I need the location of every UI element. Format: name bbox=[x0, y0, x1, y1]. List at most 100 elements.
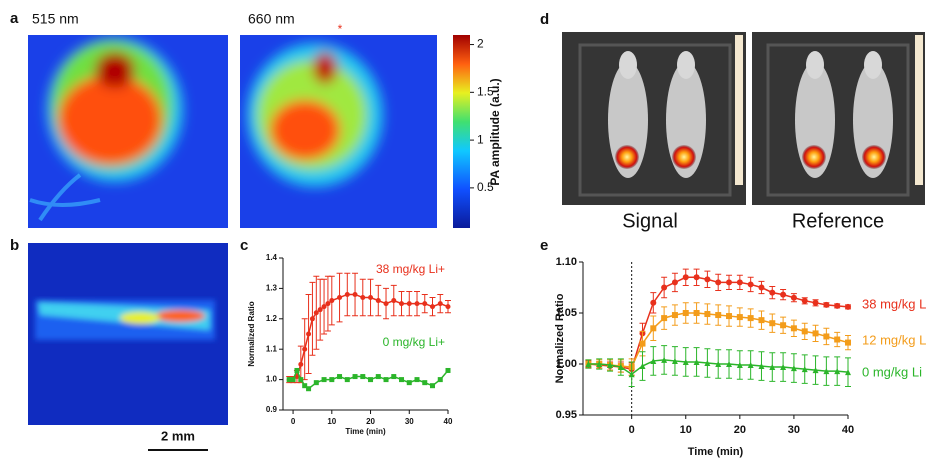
y-axis-label: Normalized Ratio bbox=[554, 293, 566, 383]
y-tick-label: 1.0 bbox=[266, 375, 278, 384]
data-point bbox=[715, 279, 722, 286]
data-point bbox=[430, 304, 436, 310]
x-tick-label: 40 bbox=[842, 424, 854, 436]
data-point bbox=[445, 367, 451, 373]
data-point bbox=[845, 369, 851, 376]
data-point bbox=[639, 340, 646, 347]
data-point bbox=[671, 279, 678, 286]
data-point bbox=[360, 374, 366, 380]
data-point bbox=[325, 301, 331, 307]
data-point bbox=[682, 310, 689, 316]
data-point bbox=[801, 366, 808, 373]
colorbar bbox=[453, 35, 470, 228]
data-point bbox=[298, 377, 304, 383]
data-point bbox=[693, 274, 700, 281]
image-caption: Signal bbox=[622, 210, 678, 232]
colorbar-tick-label: 0.5 bbox=[477, 180, 494, 194]
colorbar-tick-label: 1.5 bbox=[477, 84, 494, 98]
data-point bbox=[650, 357, 657, 364]
x-tick-label: 20 bbox=[366, 417, 375, 426]
data-point bbox=[747, 281, 754, 288]
y-tick-label: 1.1 bbox=[266, 344, 278, 353]
data-point bbox=[329, 298, 335, 304]
data-point bbox=[715, 361, 722, 367]
data-point bbox=[391, 298, 397, 304]
data-point bbox=[352, 374, 358, 380]
data-point bbox=[769, 320, 776, 327]
data-point bbox=[726, 361, 733, 367]
data-point bbox=[375, 374, 381, 380]
data-point bbox=[306, 386, 312, 392]
colorbar-tick-label: 2 bbox=[477, 37, 484, 51]
data-point bbox=[671, 312, 678, 319]
data-point bbox=[769, 289, 776, 296]
data-point bbox=[758, 284, 765, 291]
series-label: 38 mg/kg Li+ bbox=[376, 262, 445, 276]
y-tick-label: 1.4 bbox=[266, 253, 278, 262]
data-point bbox=[422, 380, 428, 386]
colorbar-tick-label: 1 bbox=[477, 132, 484, 146]
data-point bbox=[306, 331, 312, 337]
data-point bbox=[298, 361, 304, 367]
heatmap-515 bbox=[28, 35, 228, 228]
data-point bbox=[736, 279, 743, 286]
x-tick-label: 10 bbox=[680, 424, 692, 436]
x-tick-label: 30 bbox=[788, 424, 800, 436]
data-point bbox=[736, 314, 743, 321]
data-point bbox=[650, 325, 657, 332]
data-point bbox=[747, 315, 754, 322]
data-point bbox=[317, 307, 323, 313]
panel-label: d bbox=[540, 11, 549, 28]
data-point bbox=[693, 358, 700, 365]
data-point bbox=[607, 362, 614, 369]
data-point bbox=[406, 301, 412, 307]
data-point bbox=[726, 279, 733, 286]
data-point bbox=[628, 371, 635, 378]
y-tick-label: 1.10 bbox=[556, 256, 577, 268]
data-point bbox=[671, 357, 678, 364]
data-point bbox=[834, 368, 841, 375]
mouse-image-reference bbox=[752, 32, 925, 205]
y-tick-label: 1.05 bbox=[556, 307, 577, 319]
data-point bbox=[790, 325, 797, 332]
data-point bbox=[337, 374, 343, 380]
data-point bbox=[352, 291, 358, 297]
data-point bbox=[682, 358, 689, 365]
data-point bbox=[286, 377, 292, 383]
data-point bbox=[726, 313, 733, 320]
data-point bbox=[383, 377, 389, 383]
data-point bbox=[313, 310, 319, 316]
data-point bbox=[758, 363, 765, 370]
data-point bbox=[661, 315, 668, 322]
data-point bbox=[823, 333, 830, 340]
data-point bbox=[845, 339, 851, 346]
image-caption: Reference bbox=[792, 210, 884, 232]
data-point bbox=[596, 361, 603, 367]
data-point bbox=[801, 328, 808, 335]
data-point bbox=[704, 276, 711, 283]
data-point bbox=[693, 310, 700, 316]
series-label: 0 mg/kg Li bbox=[862, 364, 922, 379]
y-tick-label: 0.95 bbox=[556, 409, 577, 421]
data-point bbox=[414, 377, 420, 383]
data-point bbox=[812, 330, 819, 337]
data-point bbox=[790, 365, 797, 372]
asterisk-mark: * bbox=[338, 22, 343, 36]
mouse-image-signal bbox=[562, 32, 746, 205]
panel-label: b bbox=[10, 237, 19, 254]
data-point bbox=[430, 383, 436, 389]
data-point bbox=[375, 298, 381, 304]
data-point bbox=[437, 377, 443, 383]
colorbar-label: PA amplitude (a.u.) bbox=[488, 78, 502, 185]
y-tick-label: 0.9 bbox=[266, 405, 278, 414]
data-point bbox=[399, 301, 405, 307]
x-tick-label: 10 bbox=[327, 417, 336, 426]
data-point bbox=[368, 377, 374, 383]
data-point bbox=[290, 377, 296, 383]
data-point bbox=[682, 274, 689, 281]
data-point bbox=[736, 362, 743, 369]
data-point bbox=[704, 311, 711, 318]
data-point bbox=[360, 295, 366, 301]
data-point bbox=[321, 377, 327, 383]
heatmap-660 bbox=[240, 35, 437, 228]
